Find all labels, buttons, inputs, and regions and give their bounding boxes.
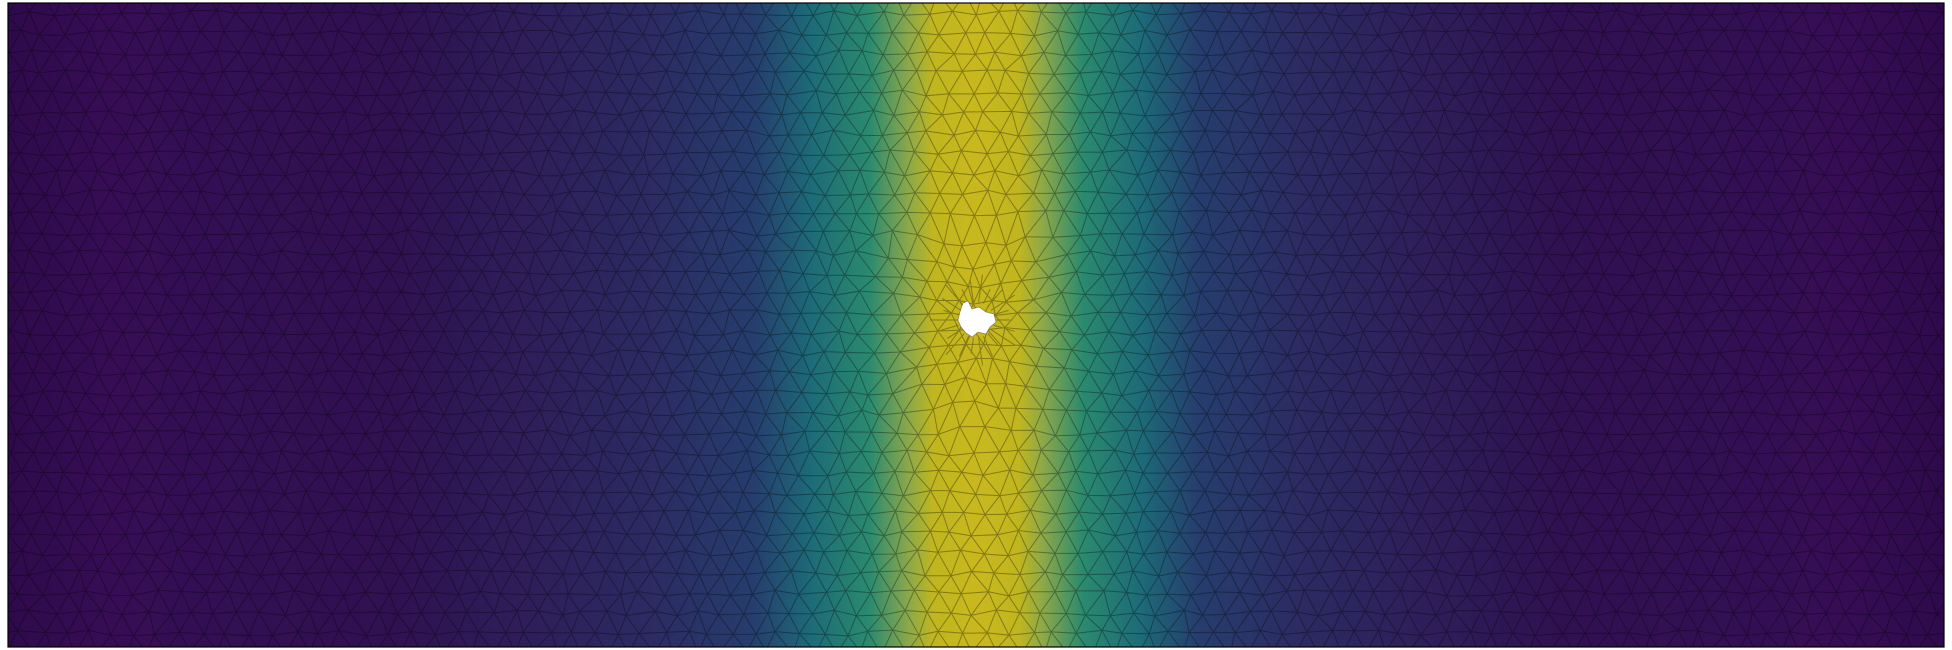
plot-frame bbox=[7, 2, 1945, 648]
central-hole bbox=[957, 300, 997, 338]
